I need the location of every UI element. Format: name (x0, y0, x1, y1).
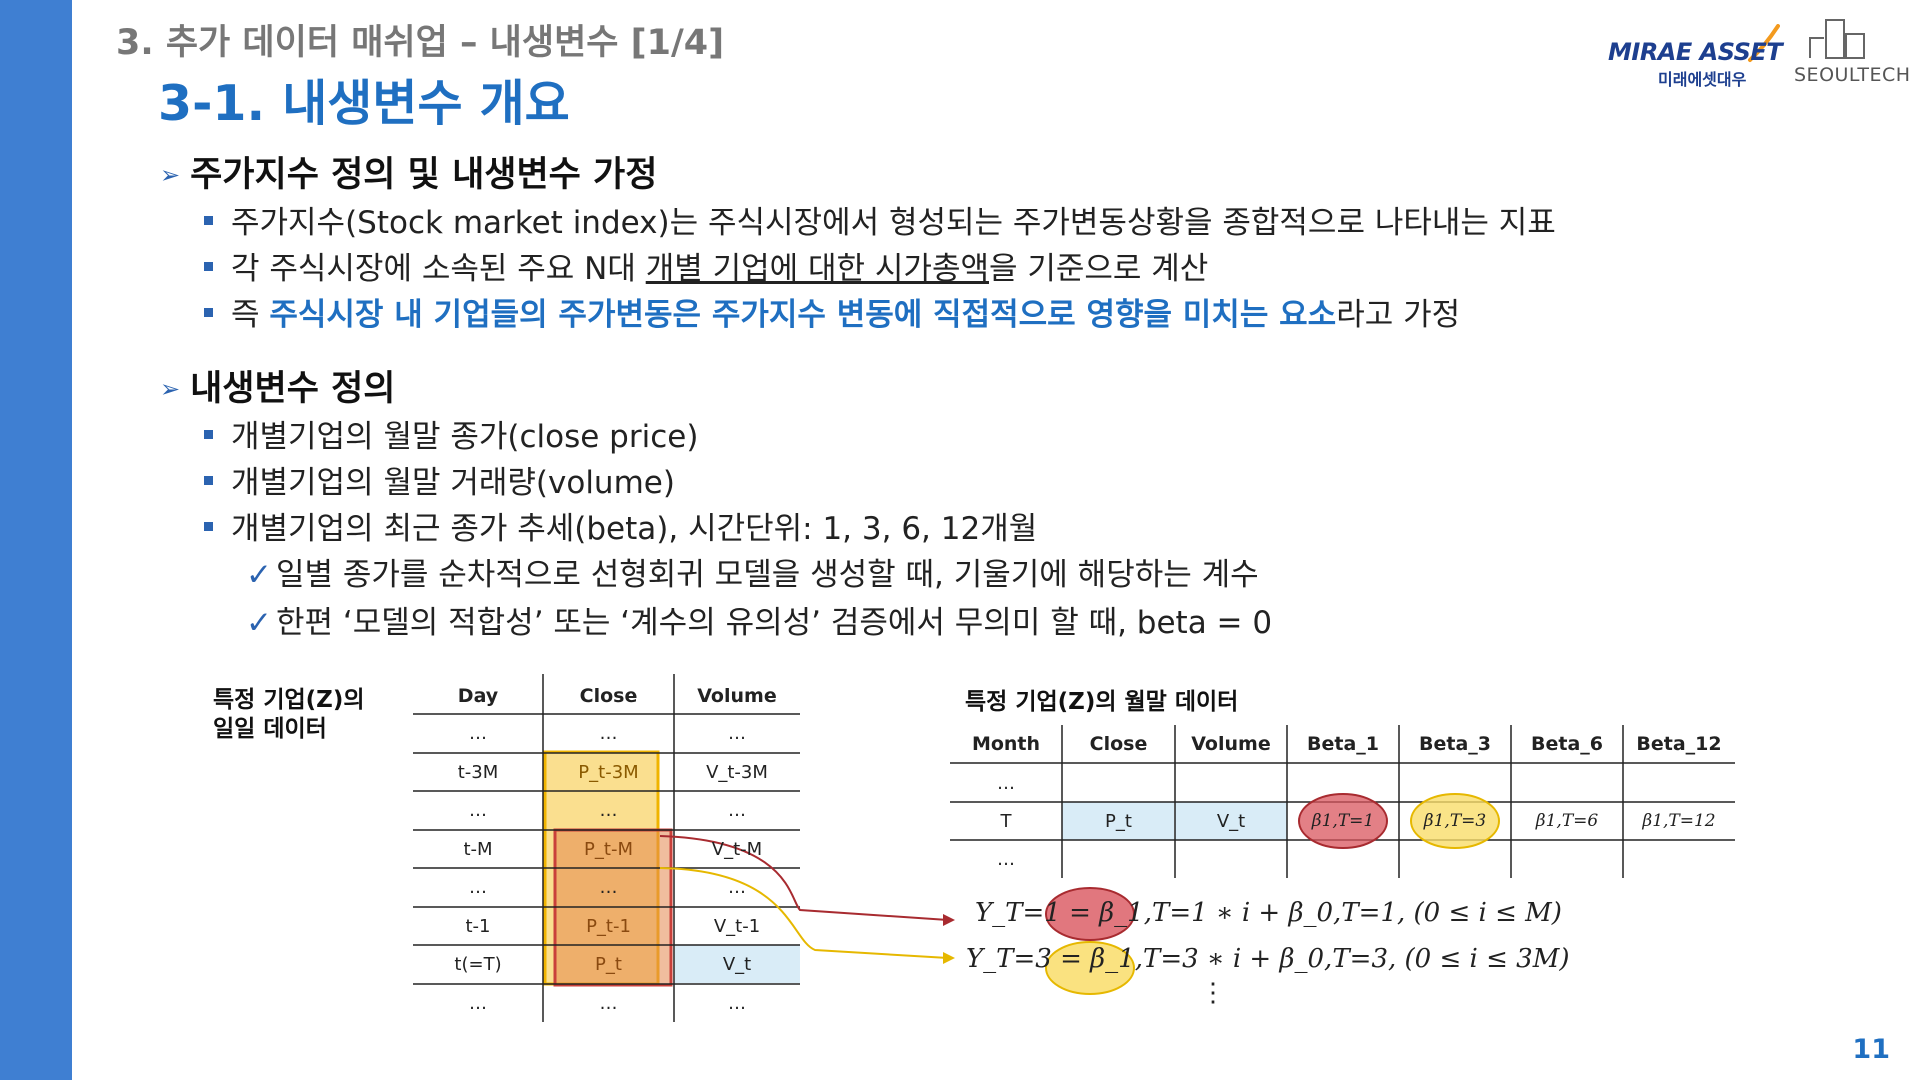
table-cell: … (469, 877, 487, 898)
arrow-bullet-icon: ➢ (160, 375, 181, 403)
table-cell: … (599, 877, 618, 898)
table-cell: β1,T=3 (1423, 811, 1487, 831)
table-cell: P_t-3M (578, 762, 639, 783)
left-sidebar-bar (0, 0, 72, 1080)
emphasis-text: 주식시장 내 기업들의 주가변동은 주가지수 변동에 직접적으로 영향을 미치는… (269, 297, 1337, 333)
section2-bullet-1: 개별기업의 월말 종가(close price) (204, 411, 698, 456)
equation-continuation-dots: ⋮ (1200, 978, 1226, 1008)
section1-bullet-1: 주가지수(Stock market index)는 주식시장에서 형성되는 주가… (204, 197, 1556, 242)
table-cell: … (599, 993, 618, 1014)
table-cell: … (728, 723, 746, 744)
table-cell: V_t-M (711, 839, 763, 860)
table-cell: V_t (722, 954, 752, 975)
regression-equation-2: Y_T=3 = β_1,T=3 ∗ i + β_0,T=3, (0 ≤ i ≤ … (966, 944, 1570, 974)
mirae-asset-logo: MIRAE ASSET 미래에셋대우 (1600, 24, 1783, 94)
table-cell: β1,T=6 (1535, 811, 1599, 831)
table-cell: … (599, 723, 618, 744)
daily-header-day: Day (457, 685, 499, 707)
mirae-logo-text: MIRAE ASSET (1608, 38, 1783, 66)
arrow-bullet-icon: ➢ (160, 161, 181, 189)
table-cell: … (469, 723, 487, 744)
mirae-logo-korean: 미래에셋대우 (1658, 70, 1747, 89)
seoultech-logo: SEOULTECH (1790, 14, 1910, 90)
section2-check-2: ✓ 한편 ‘모델의 적합성’ 또는 ‘계수의 유의성’ 검증에서 무의미 할 때,… (246, 605, 1273, 641)
square-bullet-icon (204, 476, 213, 485)
table-cell: … (997, 849, 1015, 870)
section1-bullet-3: 즉 주식시장 내 기업들의 주가변동은 주가지수 변동에 직접적으로 영향을 미… (204, 289, 1460, 334)
yellow-arrow-line (659, 867, 949, 959)
table-cell: … (469, 993, 487, 1014)
monthly-header-beta3: Beta_3 (1419, 733, 1491, 755)
table-cell: t-1 (465, 916, 491, 937)
section1-heading: ➢ 주가지수 정의 및 내생변수 가정 (160, 155, 658, 195)
table-cell: V_t (1216, 811, 1246, 832)
table-cell: t(=T) (454, 954, 502, 975)
table-cell: P_t (1105, 811, 1132, 832)
table-cell: V_t-3M (706, 762, 768, 783)
section2-bullet-2: 개별기업의 월말 거래량(volume) (204, 457, 675, 502)
table-cell: β1,T=1 (1311, 811, 1375, 831)
beta1-ellipse-highlight (1298, 793, 1388, 849)
daily-table-title: 특정 기업(Z)의 일일 데이터 (213, 687, 365, 742)
monthly-table-title: 특정 기업(Z)의 월말 데이터 (965, 689, 1239, 715)
daily-header-volume: Volume (697, 685, 777, 707)
monthly-header-volume: Volume (1191, 733, 1271, 755)
table-cell: … (728, 877, 746, 898)
monthly-close-highlight (1062, 802, 1174, 840)
table-cell: … (599, 800, 618, 821)
underlined-text: 개별 기업에 대한 시가총액 (645, 251, 989, 287)
section2-heading: ➢ 내생변수 정의 (160, 369, 396, 409)
table-cell: … (469, 800, 487, 821)
table-cell: … (997, 773, 1015, 794)
table-cell: … (728, 993, 746, 1014)
regression-equation-1: Y_T=1 = β_1,T=1 ∗ i + β_0,T=1, (0 ≤ i ≤ … (975, 898, 1562, 928)
eq2-beta-ellipse (1045, 941, 1135, 995)
eq1-beta-ellipse (1045, 887, 1135, 941)
volume-current-highlight (675, 945, 800, 983)
table-cell: t-3M (457, 762, 499, 783)
table-cell: P_t (595, 954, 622, 975)
square-bullet-icon (204, 522, 213, 531)
monthly-header-beta1: Beta_1 (1307, 733, 1379, 755)
table-cell: V_t-1 (713, 916, 761, 937)
seoultech-logo-text: SEOULTECH (1794, 64, 1911, 86)
square-bullet-icon (204, 216, 213, 225)
page-number: 11 (1852, 1034, 1890, 1065)
table-cell: β1,T=12 (1642, 811, 1716, 831)
table-cell: P_t-M (584, 839, 633, 860)
beta3-ellipse-highlight (1410, 793, 1500, 849)
table-cell: … (728, 800, 746, 821)
red-arrow-head-icon (943, 914, 955, 926)
page-title: 3-1. 내생변수 개요 (158, 75, 570, 132)
monthly-header-month: Month (971, 733, 1041, 755)
mirae-swoosh-icon (1748, 24, 1780, 62)
red-arrow-line (659, 835, 949, 921)
section-title: 3. 추가 데이터 매쉬업 – 내생변수 [1/4] (116, 23, 725, 63)
table-cell: T (1000, 811, 1012, 832)
section2-bullet-3: 개별기업의 최근 종가 추세(beta), 시간단위: 1, 3, 6, 12개… (204, 503, 1037, 548)
table-cell: t-M (463, 839, 493, 860)
checkmark-icon: ✓ (246, 605, 272, 641)
checkmark-icon: ✓ (246, 557, 272, 593)
square-bullet-icon (204, 430, 213, 439)
yellow-arrow-head-icon (943, 952, 955, 964)
daily-header-close: Close (579, 685, 638, 707)
section1-bullet-2: 각 주식시장에 소속된 주요 N대 개별 기업에 대한 시가총액을 기준으로 계… (204, 243, 1208, 288)
monthly-header-beta12: Beta_12 (1636, 733, 1722, 755)
seoultech-emblem-icon (1809, 19, 1865, 59)
table-cell: P_t-1 (586, 916, 631, 937)
monthly-volume-highlight (1175, 802, 1287, 840)
square-bullet-icon (204, 262, 213, 271)
monthly-header-close: Close (1089, 733, 1148, 755)
monthly-header-beta6: Beta_6 (1531, 733, 1603, 755)
section2-check-1: ✓ 일별 종가를 순차적으로 선형회귀 모델을 생성할 때, 기울기에 해당하는 … (246, 557, 1259, 593)
square-bullet-icon (204, 308, 213, 317)
